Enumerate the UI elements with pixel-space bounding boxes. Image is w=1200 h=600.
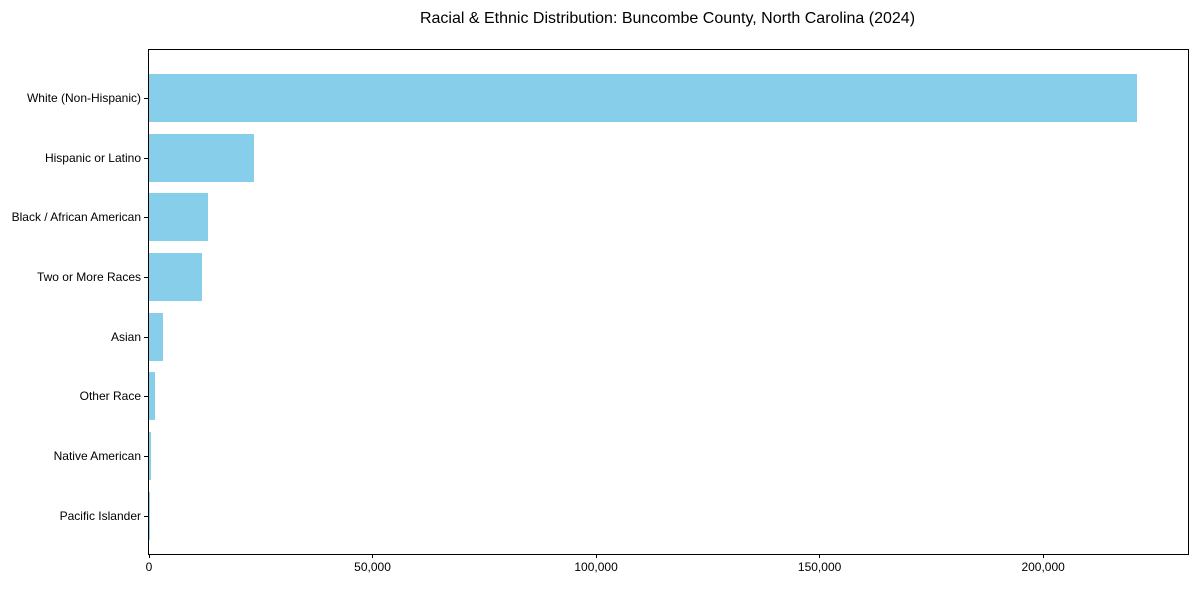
bar	[149, 431, 151, 480]
bar	[149, 74, 1138, 122]
chart-title: Racial & Ethnic Distribution: Buncombe C…	[419, 10, 916, 27]
x-tick-label: 100,000	[574, 560, 618, 574]
y-tick-label: Two or More Races	[36, 269, 141, 284]
y-tick-label: White (Non-Hispanic)	[26, 91, 141, 105]
bar	[149, 252, 203, 301]
y-tick-label: Black / African American	[11, 210, 141, 225]
x-tick-label: 0	[145, 560, 153, 574]
x-tick	[1042, 554, 1044, 558]
y-tick	[144, 276, 148, 278]
x-tick	[819, 554, 821, 558]
x-tick	[372, 554, 374, 558]
x-tick-label: 200,000	[1021, 560, 1065, 574]
y-tick-label: Hispanic or Latino	[44, 150, 141, 165]
y-tick-label: Other Race	[79, 389, 141, 404]
y-tick-label: Asian	[110, 329, 141, 344]
x-tick	[148, 554, 150, 558]
y-tick	[144, 157, 148, 159]
x-tick-label: 150,000	[797, 560, 842, 574]
y-tick-label: Native American	[53, 448, 141, 463]
plot-area: White (Non-Hispanic) Hispanic or Latino Bl…	[12, 49, 1189, 574]
y-tick	[144, 515, 148, 517]
y-tick-label: Pacific Islander	[59, 508, 141, 523]
y-tick	[144, 396, 148, 398]
y-tick	[144, 336, 148, 338]
x-tick-label: 50,000	[354, 560, 391, 574]
y-tick	[144, 455, 148, 457]
bar	[149, 312, 163, 361]
bar	[149, 193, 208, 242]
bar	[149, 372, 155, 421]
x-tick	[595, 554, 597, 558]
y-tick	[144, 217, 148, 219]
y-tick	[144, 98, 148, 99]
bar	[149, 133, 255, 182]
